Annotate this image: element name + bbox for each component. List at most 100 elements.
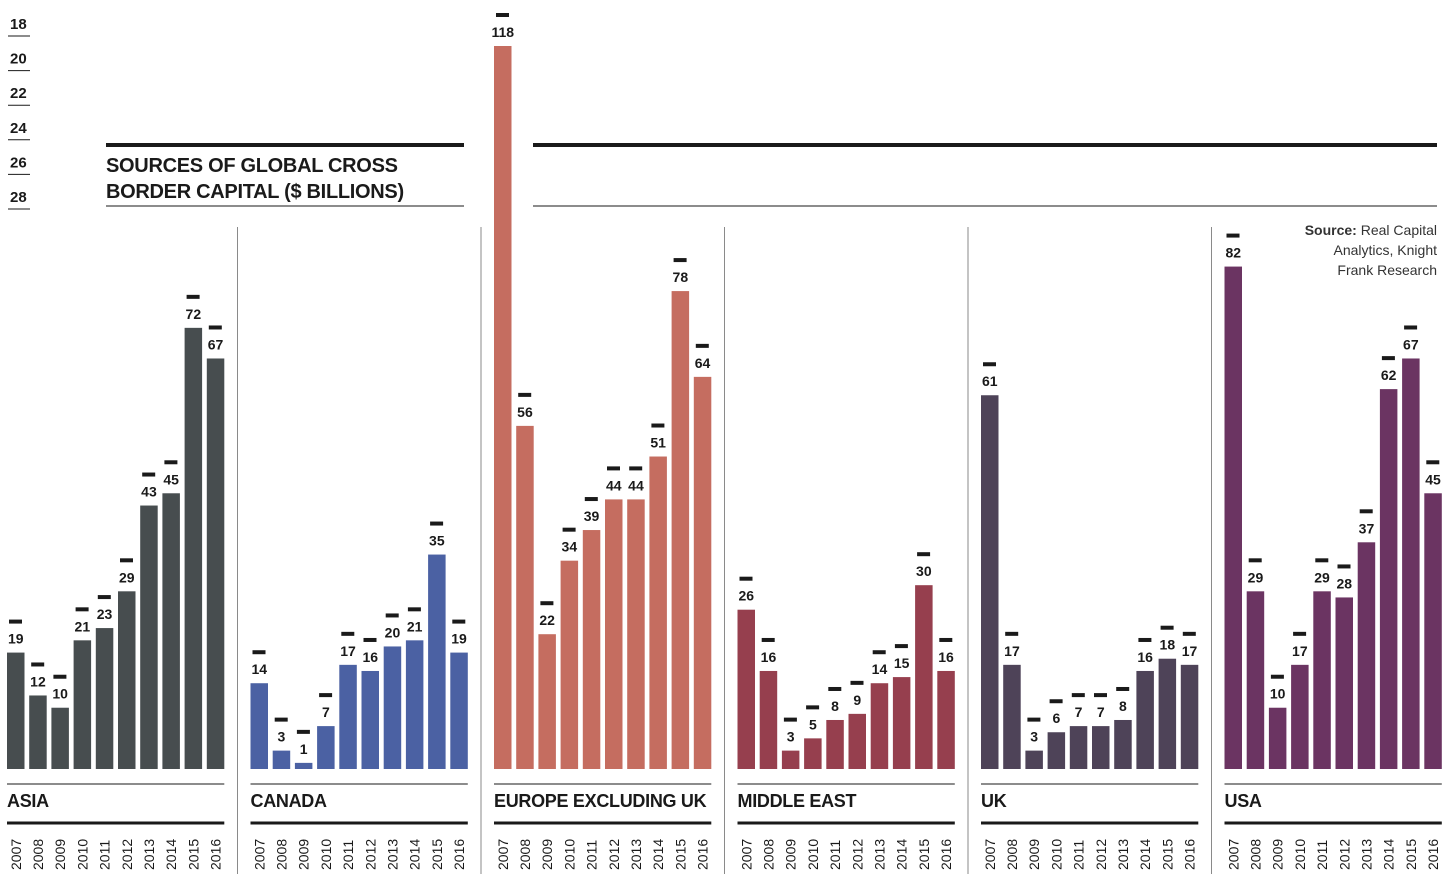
year-label: 2010 <box>318 839 334 870</box>
bar <box>272 750 291 769</box>
bar <box>1003 664 1021 769</box>
value-marker <box>562 527 576 532</box>
value-label: 82 <box>1225 245 1241 261</box>
value-marker <box>164 460 178 465</box>
value-marker <box>739 576 753 581</box>
year-label: 2008 <box>760 839 776 870</box>
value-marker <box>75 607 89 612</box>
year-label: 2008 <box>1247 839 1263 870</box>
value-marker <box>518 392 532 397</box>
value-label: 44 <box>606 477 622 493</box>
year-label: 2012 <box>119 839 135 870</box>
bar <box>140 505 158 769</box>
year-label: 2013 <box>384 839 400 870</box>
value-label: 21 <box>75 618 91 634</box>
value-label: 45 <box>163 471 179 487</box>
value-marker <box>806 705 820 710</box>
year-label: 2009 <box>1026 839 1042 870</box>
bar <box>361 670 379 769</box>
value-label: 44 <box>628 477 644 493</box>
bar <box>1136 670 1154 769</box>
year-label: 2007 <box>8 839 24 870</box>
bar <box>693 376 712 769</box>
value-label: 15 <box>894 655 910 671</box>
value-marker <box>142 472 156 477</box>
year-label: 2007 <box>982 839 998 870</box>
value-marker <box>1226 233 1240 238</box>
value-marker <box>1270 674 1284 679</box>
bar <box>1424 493 1442 769</box>
year-label: 2011 <box>1071 840 1087 870</box>
year-label: 2010 <box>1292 839 1308 870</box>
panel-europe-excluding-uk: 118 56 22 34 39 44 44 51 78 64 EUROPE EXCLUDING UK… <box>480 13 712 874</box>
chart-title-line-2: BORDER CAPITAL ($ BILLIONS) <box>106 181 404 203</box>
bar <box>250 683 268 769</box>
year-label: 2007 <box>1225 839 1241 870</box>
value-label: 8 <box>1119 698 1127 714</box>
value-label: 29 <box>119 569 135 585</box>
bar <box>1069 726 1088 769</box>
bar <box>1268 707 1287 769</box>
bar <box>1114 719 1132 769</box>
bar <box>826 719 844 769</box>
value-label: 26 <box>738 588 754 604</box>
year-label: 2007 <box>495 839 511 870</box>
value-marker <box>540 601 554 606</box>
bar <box>915 585 933 769</box>
value-marker <box>1359 509 1373 514</box>
year-label: 2013 <box>141 839 157 870</box>
value-label: 9 <box>853 692 861 708</box>
bar <box>162 493 180 769</box>
value-label: 19 <box>451 631 467 647</box>
value-label: 10 <box>1270 686 1286 702</box>
value-label: 39 <box>584 508 600 524</box>
value-label: 64 <box>695 355 711 371</box>
source-text-1: Real Capital <box>1361 222 1437 238</box>
value-marker <box>761 637 775 642</box>
region-label: UK <box>981 791 1007 811</box>
value-label: 67 <box>208 336 224 352</box>
value-marker <box>607 466 620 471</box>
value-marker <box>319 693 333 698</box>
value-marker <box>783 717 797 722</box>
year-label: 2014 <box>407 839 423 870</box>
year-label: 2016 <box>1182 839 1198 870</box>
year-label: 2015 <box>429 839 445 870</box>
value-label: 61 <box>982 373 998 389</box>
value-marker <box>828 686 842 691</box>
value-marker <box>1094 693 1107 698</box>
year-label: 2016 <box>1425 839 1441 870</box>
panel-asia: 19 12 10 21 23 29 43 45 72 67 ASIA 2007 2008 2009 2010… <box>7 294 225 870</box>
value-label: 23 <box>97 606 113 622</box>
value-label: 7 <box>1097 704 1105 720</box>
year-label: 2010 <box>561 839 577 870</box>
year-label: 2010 <box>1048 839 1064 870</box>
bar <box>1047 732 1066 769</box>
scale-labels: 18 20 22 24 26 28 <box>8 16 30 210</box>
value-label: 43 <box>141 484 157 500</box>
value-label: 20 <box>385 624 401 640</box>
bar <box>671 291 690 769</box>
bar <box>1291 664 1309 769</box>
value-marker <box>1160 625 1174 630</box>
value-marker <box>1071 693 1085 698</box>
source-bold: Source: <box>1305 222 1357 238</box>
bar <box>1402 358 1420 769</box>
value-marker <box>983 362 996 367</box>
bar <box>51 707 69 769</box>
bar <box>737 609 755 769</box>
bar <box>294 762 313 769</box>
value-marker <box>208 325 222 330</box>
year-label: 2012 <box>606 839 622 870</box>
year-label: 2013 <box>1358 839 1374 870</box>
value-label: 3 <box>278 729 286 745</box>
panel-usa: 82 29 10 17 29 28 37 62 67 45 USA 2007 2008 2009 2010 2… <box>1211 227 1442 874</box>
bar <box>848 713 866 769</box>
value-marker <box>341 631 355 636</box>
bar <box>428 554 446 769</box>
value-marker <box>363 637 377 642</box>
scale-label: 24 <box>10 120 27 137</box>
